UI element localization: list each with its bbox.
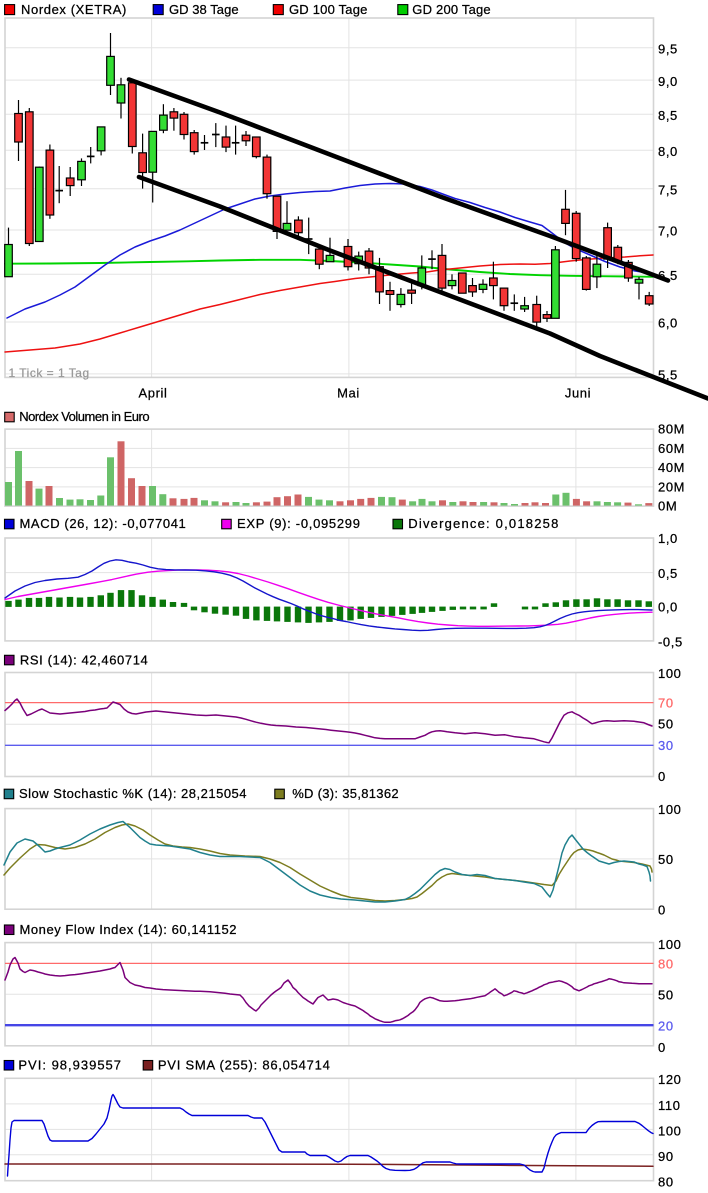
svg-text:Nordex Volumen in Euro: Nordex Volumen in Euro (19, 409, 149, 424)
svg-text:80: 80 (658, 1174, 674, 1189)
svg-text:80M: 80M (658, 422, 685, 437)
svg-text:0: 0 (658, 769, 666, 784)
svg-text:6,5: 6,5 (658, 268, 678, 283)
svg-text:100: 100 (658, 1123, 682, 1138)
svg-text:PVI SMA (255): 86,054714: PVI SMA (255): 86,054714 (158, 1057, 331, 1072)
svg-text:1,0: 1,0 (658, 531, 678, 546)
svg-text:0M: 0M (658, 499, 677, 514)
svg-text:6,0: 6,0 (658, 316, 678, 331)
svg-text:GD 200 Tage: GD 200 Tage (412, 2, 491, 17)
svg-text:80: 80 (658, 957, 674, 972)
svg-text:Nordex (XETRA): Nordex (XETRA) (21, 2, 127, 17)
svg-text:1 Tick = 1 Tag: 1 Tick = 1 Tag (9, 366, 90, 380)
svg-text:100: 100 (658, 802, 682, 817)
svg-text:60M: 60M (658, 441, 685, 456)
svg-text:5,5: 5,5 (658, 368, 678, 383)
svg-text:0: 0 (658, 903, 666, 918)
svg-text:9,0: 9,0 (658, 74, 678, 89)
svg-text:Slow Stochastic %K (14): 28,21: Slow Stochastic %K (14): 28,215054 (19, 786, 247, 801)
svg-text:50: 50 (658, 987, 674, 1002)
svg-text:MACD (26, 12): -0,077041: MACD (26, 12): -0,077041 (20, 516, 187, 531)
svg-text:70: 70 (658, 696, 674, 711)
svg-text:20M: 20M (658, 479, 685, 494)
svg-text:100: 100 (658, 937, 682, 952)
svg-text:50: 50 (658, 852, 674, 867)
svg-text:110: 110 (658, 1098, 681, 1113)
svg-text:50: 50 (658, 716, 674, 731)
svg-text:GD 38 Tage: GD 38 Tage (169, 2, 239, 17)
svg-text:7,0: 7,0 (658, 224, 678, 239)
svg-text:%D (3): 35,81362: %D (3): 35,81362 (292, 786, 399, 801)
svg-text:0,5: 0,5 (658, 566, 678, 581)
svg-text:120: 120 (658, 1072, 682, 1087)
svg-text:PVI: 98,939557: PVI: 98,939557 (18, 1057, 122, 1072)
svg-text:30: 30 (658, 738, 674, 753)
svg-text:Money Flow Index (14): 60,1411: Money Flow Index (14): 60,141152 (20, 922, 238, 937)
svg-text:0,0: 0,0 (658, 599, 678, 614)
svg-text:Mai: Mai (337, 386, 360, 401)
svg-text:40M: 40M (658, 460, 685, 475)
svg-text:Juni: Juni (565, 386, 591, 401)
svg-text:8,5: 8,5 (658, 108, 678, 123)
svg-text:90: 90 (658, 1149, 674, 1164)
svg-text:-0,5: -0,5 (658, 635, 683, 650)
svg-text:Divergence: 0,018258: Divergence: 0,018258 (408, 516, 559, 531)
svg-text:9,5: 9,5 (658, 42, 678, 57)
svg-text:7,5: 7,5 (658, 183, 678, 198)
svg-text:0: 0 (658, 1040, 666, 1055)
svg-text:GD 100 Tage: GD 100 Tage (289, 2, 368, 17)
svg-text:100: 100 (658, 666, 682, 681)
svg-text:RSI (14): 42,460714: RSI (14): 42,460714 (20, 653, 148, 668)
svg-text:20: 20 (658, 1018, 674, 1033)
svg-text:EXP (9): -0,095299: EXP (9): -0,095299 (237, 516, 361, 531)
svg-text:8,0: 8,0 (658, 144, 678, 159)
svg-text:April: April (138, 386, 167, 401)
